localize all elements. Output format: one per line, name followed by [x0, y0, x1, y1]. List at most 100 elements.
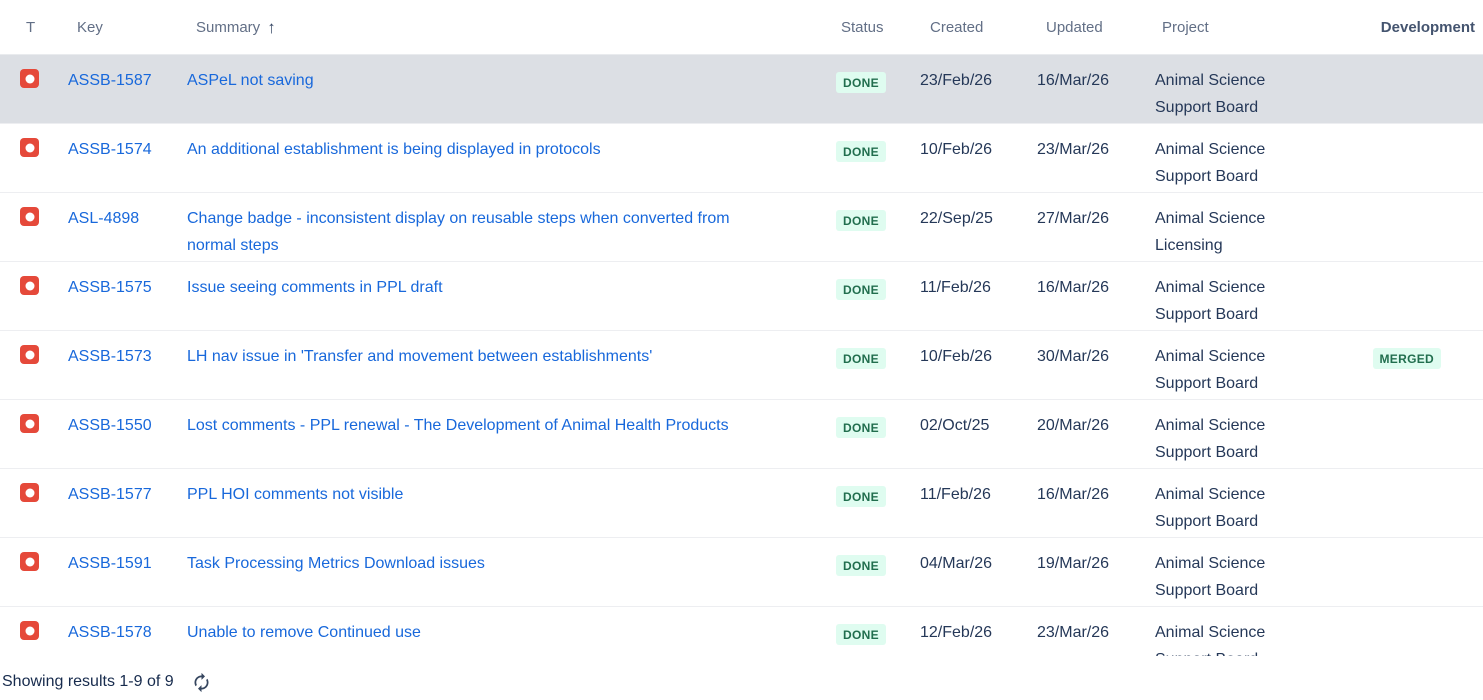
- issue-created-cell: 12/Feb/26: [920, 607, 1037, 646]
- issue-summary-link[interactable]: LH nav issue in 'Transfer and movement b…: [187, 348, 653, 365]
- issue-key-cell: ASSB-1573: [68, 331, 187, 370]
- issue-summary-cell: ASPeL not saving: [187, 55, 836, 94]
- table-row[interactable]: ASSB-1550 Lost comments - PPL renewal - …: [0, 400, 1483, 469]
- project-name: Animal Science Support Board: [1155, 486, 1266, 530]
- column-header-updated[interactable]: Updated: [1046, 18, 1103, 36]
- issue-summary-link[interactable]: Lost comments - PPL renewal - The Develo…: [187, 417, 729, 434]
- issue-summary-link[interactable]: Change badge - inconsistent display on r…: [187, 210, 730, 254]
- issue-summary-cell: An additional establishment is being dis…: [187, 124, 836, 163]
- issue-project-cell: Animal Science Support Board: [1155, 469, 1363, 535]
- issue-summary-link[interactable]: Unable to remove Continued use: [187, 624, 421, 641]
- issue-project-cell: Animal Science Support Board: [1155, 538, 1363, 604]
- table-row[interactable]: ASSB-1577 PPL HOI comments not visible D…: [0, 469, 1483, 538]
- updated-date: 16/Mar/26: [1037, 486, 1110, 503]
- bug-icon: [20, 483, 39, 502]
- issue-created-cell: 04/Mar/26: [920, 538, 1037, 577]
- issue-development-cell: [1363, 193, 1483, 207]
- project-name: Animal Science Licensing: [1155, 210, 1266, 254]
- table-row[interactable]: ASSB-1578 Unable to remove Continued use…: [0, 607, 1483, 656]
- project-name: Animal Science Support Board: [1155, 72, 1266, 116]
- table-row[interactable]: ASSB-1574 An additional establishment is…: [0, 124, 1483, 193]
- issue-type-cell: [0, 331, 68, 364]
- column-header-development[interactable]: Development: [1380, 18, 1475, 36]
- column-header-summary[interactable]: Summary ↑: [187, 19, 836, 36]
- issue-development-cell: [1363, 55, 1483, 69]
- issue-key-link[interactable]: ASSB-1587: [68, 72, 152, 89]
- status-badge: DONE: [836, 555, 886, 576]
- issue-created-cell: 10/Feb/26: [920, 331, 1037, 370]
- table-body: ASSB-1587 ASPeL not saving DONE 23/Feb/2…: [0, 55, 1483, 656]
- issue-status-cell: DONE: [836, 262, 920, 303]
- column-header-type[interactable]: T: [26, 18, 36, 36]
- table-row[interactable]: ASSB-1575 Issue seeing comments in PPL d…: [0, 262, 1483, 331]
- issue-key-cell: ASSB-1550: [68, 400, 187, 439]
- project-name: Animal Science Support Board: [1155, 555, 1266, 599]
- issue-summary-cell: PPL HOI comments not visible: [187, 469, 836, 508]
- issue-updated-cell: 23/Mar/26: [1037, 124, 1155, 163]
- issue-development-cell: [1363, 124, 1483, 138]
- issue-project-cell: Animal Science Licensing: [1155, 193, 1363, 259]
- issue-key-link[interactable]: ASSB-1591: [68, 555, 152, 572]
- bug-icon: [20, 621, 39, 640]
- issue-type-cell: [0, 538, 68, 571]
- issue-status-cell: DONE: [836, 400, 920, 441]
- issue-key-link[interactable]: ASSB-1573: [68, 348, 152, 365]
- status-badge: DONE: [836, 624, 886, 645]
- column-header-status[interactable]: Status: [841, 18, 884, 36]
- issue-type-cell: [0, 193, 68, 226]
- issue-type-cell: [0, 469, 68, 502]
- table-row[interactable]: ASSB-1587 ASPeL not saving DONE 23/Feb/2…: [0, 55, 1483, 124]
- column-header-key[interactable]: Key: [77, 18, 103, 36]
- issue-key-link[interactable]: ASSB-1575: [68, 279, 152, 296]
- status-badge: DONE: [836, 486, 886, 507]
- issue-key-link[interactable]: ASSB-1574: [68, 141, 152, 158]
- issue-summary-link[interactable]: Task Processing Metrics Download issues: [187, 555, 485, 572]
- issue-development-cell: MERGED: [1363, 331, 1483, 372]
- issue-key-cell: ASSB-1587: [68, 55, 187, 94]
- column-header-created[interactable]: Created: [930, 18, 984, 36]
- issue-created-cell: 10/Feb/26: [920, 124, 1037, 163]
- issue-created-cell: 11/Feb/26: [920, 262, 1037, 301]
- column-header-project[interactable]: Project: [1162, 18, 1209, 36]
- issue-key-cell: ASL-4898: [68, 193, 187, 232]
- issue-updated-cell: 27/Mar/26: [1037, 193, 1155, 232]
- refresh-button[interactable]: [191, 671, 213, 693]
- issue-updated-cell: 16/Mar/26: [1037, 262, 1155, 301]
- issue-summary-link[interactable]: Issue seeing comments in PPL draft: [187, 279, 443, 296]
- issue-key-cell: ASSB-1575: [68, 262, 187, 301]
- issue-key-link[interactable]: ASL-4898: [68, 210, 140, 227]
- updated-date: 27/Mar/26: [1037, 210, 1110, 227]
- issue-key-link[interactable]: ASSB-1550: [68, 417, 152, 434]
- created-date: 11/Feb/26: [920, 279, 991, 296]
- issue-summary-link[interactable]: ASPeL not saving: [187, 72, 314, 89]
- issue-key-link[interactable]: ASSB-1578: [68, 624, 152, 641]
- issue-status-cell: DONE: [836, 124, 920, 165]
- issue-updated-cell: 19/Mar/26: [1037, 538, 1155, 577]
- created-date: 11/Feb/26: [920, 486, 991, 503]
- created-date: 02/Oct/25: [920, 417, 990, 434]
- project-name: Animal Science Support Board: [1155, 348, 1266, 392]
- refresh-icon: [194, 672, 209, 692]
- table-row[interactable]: ASL-4898 Change badge - inconsistent dis…: [0, 193, 1483, 262]
- project-name: Animal Science Support Board: [1155, 279, 1266, 323]
- issue-summary-link[interactable]: An additional establishment is being dis…: [187, 141, 601, 158]
- table-row[interactable]: ASSB-1573 LH nav issue in 'Transfer and …: [0, 331, 1483, 400]
- issue-development-cell: [1363, 262, 1483, 276]
- issue-status-cell: DONE: [836, 55, 920, 96]
- updated-date: 30/Mar/26: [1037, 348, 1110, 365]
- created-date: 10/Feb/26: [920, 141, 993, 158]
- bug-icon: [20, 69, 39, 88]
- issue-summary-cell: Issue seeing comments in PPL draft: [187, 262, 836, 301]
- bug-icon: [20, 414, 39, 433]
- issue-project-cell: Animal Science Support Board: [1155, 331, 1363, 397]
- created-date: 12/Feb/26: [920, 624, 993, 641]
- issue-created-cell: 22/Sep/25: [920, 193, 1037, 232]
- issue-development-cell: [1363, 607, 1483, 621]
- project-name: Animal Science Support Board: [1155, 141, 1266, 185]
- issue-type-cell: [0, 55, 68, 88]
- issue-key-link[interactable]: ASSB-1577: [68, 486, 152, 503]
- issue-development-cell: [1363, 469, 1483, 483]
- issue-summary-cell: Unable to remove Continued use: [187, 607, 836, 646]
- table-row[interactable]: ASSB-1591 Task Processing Metrics Downlo…: [0, 538, 1483, 607]
- issue-summary-link[interactable]: PPL HOI comments not visible: [187, 486, 404, 503]
